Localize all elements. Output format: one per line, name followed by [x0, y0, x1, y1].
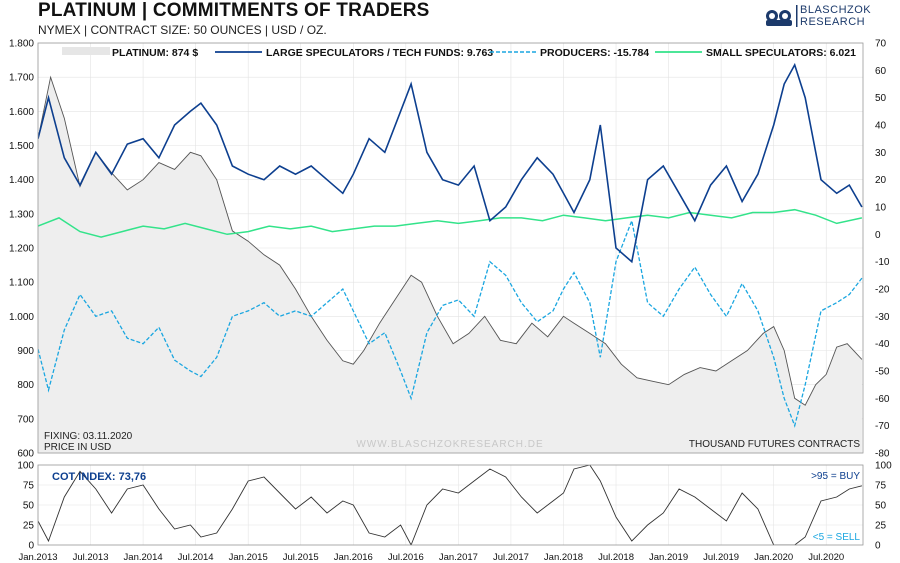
blaschzok-logo-icon: [766, 5, 798, 27]
x-tick-label: Jan.2014: [124, 552, 163, 563]
cot-index-label: COT INDEX: 73,76: [52, 471, 146, 483]
right-tick-label: -80: [875, 449, 890, 460]
x-tick-label: Jan.2015: [229, 552, 268, 563]
chart-title: PLATINUM | COMMITMENTS OF TRADERS: [38, 0, 430, 21]
x-tick-label: Jul.2014: [178, 552, 214, 563]
left-tick-label: 900: [17, 346, 34, 357]
logo-line-1: BLASCHZOK: [800, 4, 872, 16]
left-axis: 600 700 800 900 1.000 1.100 1.200 1.300 1.400 1.5…: [9, 39, 34, 460]
left-tick-label: 1.100: [9, 278, 34, 289]
cot-right-tick-label: 75: [875, 481, 887, 492]
right-tick-label: -20: [875, 285, 890, 296]
left-tick-label: 1.700: [9, 73, 34, 84]
large-specs-line: [38, 62, 863, 264]
cot-left-axis: 0 25 50 75 100: [17, 461, 34, 552]
right-tick-label: -40: [875, 339, 890, 350]
buy-threshold-label: >95 = BUY: [811, 471, 860, 482]
cot-left-tick-label: 0: [28, 541, 34, 552]
cot-left-tick-label: 75: [23, 481, 35, 492]
logo-text: BLASCHZOK RESEARCH: [800, 4, 871, 28]
right-tick-label: 60: [875, 66, 887, 77]
x-tick-label: Jan.2018: [544, 552, 583, 563]
cot-left-tick-label: 100: [17, 461, 34, 472]
cot-right-tick-label: 0: [875, 541, 881, 552]
right-tick-label: 40: [875, 121, 887, 132]
cot-plot-frame: [37, 464, 864, 546]
legend: PLATINUM: 874 $ LARGE SPECULATORS / TECH…: [62, 47, 856, 59]
x-tick-label: Jul.2017: [493, 552, 529, 563]
producers-line: [38, 218, 863, 428]
cot-gridlines: [37, 464, 863, 546]
right-tick-label: 20: [875, 175, 887, 186]
small-specs-line: [38, 208, 863, 238]
x-tick-label: Jan.2019: [649, 552, 688, 563]
fixing-date: FIXING: 03.11.2020: [44, 431, 133, 442]
left-tick-label: 1.000: [9, 312, 34, 323]
cot-right-tick-label: 100: [875, 461, 892, 472]
right-tick-label: -70: [875, 421, 890, 432]
chart-subtitle: NYMEX | CONTRACT SIZE: 50 OUNCES | USD /…: [38, 23, 327, 37]
watermark: WWW.BLASCHZOKRESEARCH.DE: [356, 439, 543, 450]
right-tick-label: -10: [875, 257, 890, 268]
left-tick-label: 1.200: [9, 244, 34, 255]
sell-threshold-label: <5 = SELL: [813, 532, 861, 543]
x-tick-label: Jul.2018: [598, 552, 634, 563]
x-tick-label: Jan.2016: [334, 552, 373, 563]
right-tick-label: -60: [875, 394, 890, 405]
legend-label-large: LARGE SPECULATORS / TECH FUNDS: 9.763: [266, 47, 493, 59]
right-tick-label: 0: [875, 230, 881, 241]
left-tick-label: 1.300: [9, 209, 34, 220]
x-axis: Jan.2013 Jul.2013 Jan.2014 Jul.2014 Jan.2015…: [18, 552, 844, 563]
cot-index-line: [38, 465, 863, 545]
price-line: [38, 75, 863, 406]
left-tick-label: 700: [17, 414, 34, 425]
logo-line-2: RESEARCH: [800, 16, 866, 28]
x-tick-label: Jul.2020: [808, 552, 844, 563]
x-tick-label: Jan.2017: [439, 552, 478, 563]
cot-left-tick-label: 25: [23, 521, 35, 532]
right-tick-label: 50: [875, 93, 887, 104]
price-unit-label: PRICE IN USD: [44, 442, 111, 453]
right-tick-label: -30: [875, 312, 890, 323]
left-tick-label: 600: [17, 449, 34, 460]
right-tick-label: -50: [875, 367, 890, 378]
right-tick-label: 10: [875, 203, 887, 214]
x-tick-label: Jul.2019: [703, 552, 739, 563]
main-plot-frame: [37, 42, 864, 454]
legend-label-producers: PRODUCERS: -15.784: [540, 47, 649, 59]
right-tick-label: 70: [875, 39, 887, 50]
x-tick-label: Jul.2015: [283, 552, 319, 563]
cot-right-tick-label: 25: [875, 521, 887, 532]
cot-right-tick-label: 50: [875, 501, 887, 512]
cot-right-axis: 0 25 50 75 100: [875, 461, 892, 552]
left-tick-label: 1.500: [9, 141, 34, 152]
left-tick-label: 800: [17, 380, 34, 391]
contracts-unit-label: THOUSAND FUTURES CONTRACTS: [689, 439, 860, 450]
left-tick-label: 1.400: [9, 175, 34, 186]
x-tick-label: Jul.2013: [73, 552, 109, 563]
cot-left-tick-label: 50: [23, 501, 35, 512]
right-tick-label: 30: [875, 148, 887, 159]
legend-label-small: SMALL SPECULATORS: 6.021: [706, 47, 856, 59]
x-tick-label: Jul.2016: [388, 552, 424, 563]
x-tick-label: Jan.2020: [754, 552, 793, 563]
price-area: [38, 77, 862, 453]
legend-label-price: PLATINUM: 874 $: [112, 47, 198, 59]
legend-swatch-price: [62, 47, 110, 55]
right-axis: -80 -70 -60 -50 -40 -30 -20 -10 0 10 20 30 40 50 60 70: [875, 39, 890, 460]
left-tick-label: 1.600: [9, 107, 34, 118]
left-tick-label: 1.800: [9, 39, 34, 50]
x-tick-label: Jan.2013: [18, 552, 57, 563]
